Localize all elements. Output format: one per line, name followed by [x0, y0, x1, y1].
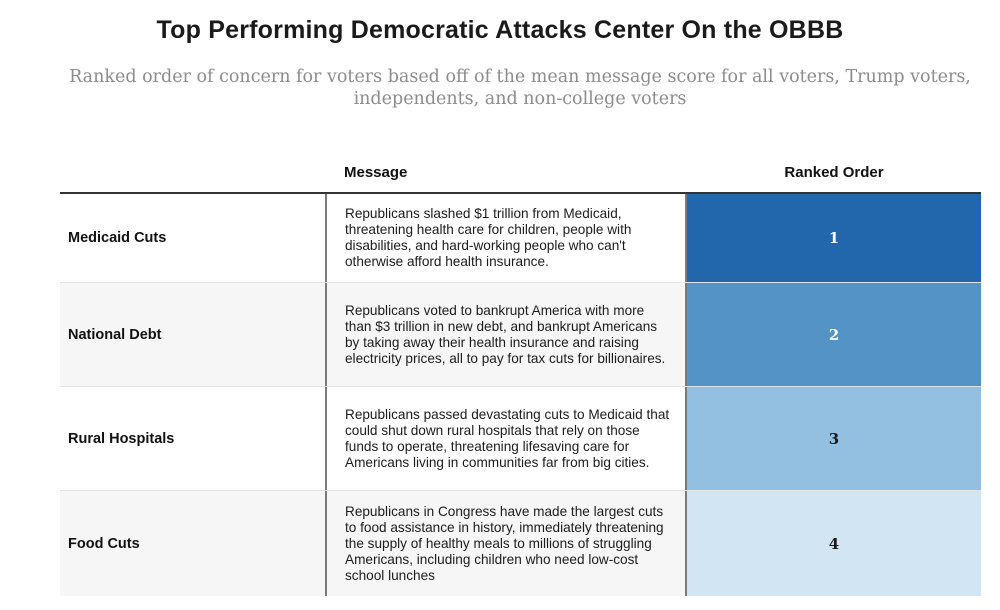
message-cell: Republicans in Congress have made the la…: [325, 491, 687, 596]
message-cell: Republicans voted to bankrupt America wi…: [325, 283, 687, 386]
table-row: Medicaid Cuts Republicans slashed $1 tri…: [60, 194, 981, 283]
table-header-row: Message Ranked Order: [60, 152, 981, 194]
message-cell: Republicans slashed $1 trillion from Med…: [325, 194, 687, 282]
table-body: Medicaid Cuts Republicans slashed $1 tri…: [60, 194, 981, 596]
chart-title: Top Performing Democratic Attacks Center…: [156, 16, 844, 44]
ranked-order-column-header: Ranked Order: [784, 164, 884, 181]
rank-cell: 4: [687, 491, 981, 596]
row-label: Food Cuts: [60, 491, 325, 596]
chart-subtitle: Ranked order of concern for voters based…: [69, 67, 971, 109]
row-label: Rural Hospitals: [68, 430, 175, 447]
rank-cell: 3: [687, 387, 981, 490]
table-row: Rural Hospitals Republicans passed devas…: [60, 387, 981, 491]
row-label: National Debt: [60, 283, 325, 386]
ranked-messages-table: Message Ranked Order Medicaid Cuts Repub…: [60, 152, 981, 598]
message-column-header: Message: [344, 164, 408, 181]
rank-cell: 2: [687, 283, 981, 386]
message-cell: Republicans passed devastating cuts to M…: [325, 387, 687, 490]
rank-cell: 1: [687, 194, 981, 282]
table-row: National Debt Republicans voted to bankr…: [60, 283, 981, 387]
row-label: Medicaid Cuts: [68, 230, 167, 246]
table-row: Food Cuts Republicans in Congress have m…: [60, 491, 981, 596]
